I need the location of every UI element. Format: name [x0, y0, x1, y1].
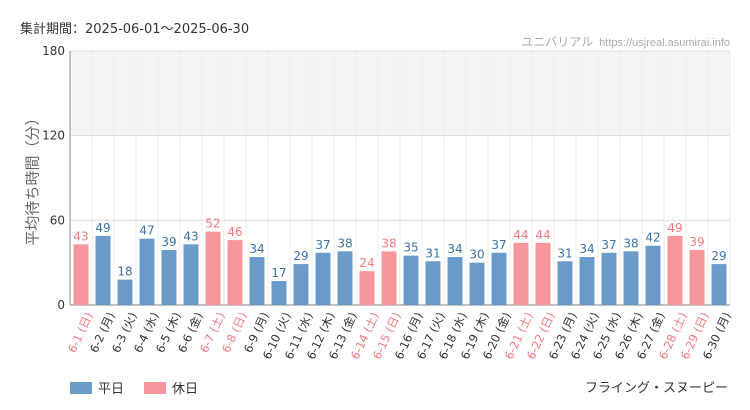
bar-20	[491, 252, 507, 305]
value-label-13: 38	[337, 236, 352, 250]
bar-6	[183, 244, 199, 305]
x-tick-labels: 6-1 (日)6-2 (月)6-3 (火)6-4 (水)6-5 (木)6-6 (…	[65, 310, 734, 361]
legend-weekday-label: 平日	[98, 382, 125, 397]
value-label-14: 24	[359, 256, 374, 270]
value-label-10: 17	[271, 266, 286, 280]
value-label-8: 46	[227, 225, 242, 239]
bars	[73, 231, 727, 305]
bar-13	[337, 251, 353, 305]
bar-12	[315, 252, 331, 305]
bar-29	[689, 249, 705, 305]
value-label-29: 39	[689, 235, 704, 249]
y-tick-label-0: 0	[57, 298, 65, 312]
bar-27	[645, 245, 661, 305]
ride-name: フライング・スヌーピー	[584, 381, 728, 396]
value-label-23: 31	[557, 246, 572, 260]
bar-16	[403, 255, 419, 305]
legend-weekday-swatch	[70, 381, 92, 394]
legend: 平日 休日	[70, 378, 218, 397]
value-label-9: 34	[249, 242, 264, 256]
bar-7	[205, 231, 221, 305]
bar-9	[249, 257, 265, 305]
bar-14	[359, 271, 375, 305]
bar-23	[557, 261, 573, 305]
value-label-5: 39	[161, 235, 176, 249]
bar-11	[293, 264, 309, 305]
bar-18	[447, 257, 463, 305]
value-label-4: 47	[139, 224, 154, 238]
value-label-30: 29	[711, 249, 726, 263]
y-tick-labels: 0 60 120 180	[42, 44, 65, 312]
legend-holiday[interactable]: 休日	[144, 378, 198, 397]
value-label-7: 52	[205, 217, 220, 231]
bar-25	[601, 252, 617, 305]
value-label-22: 44	[535, 228, 550, 242]
bar-15	[381, 251, 397, 305]
attribution-site[interactable]: https://usjreal.asumirai.info	[599, 37, 730, 49]
value-label-3: 18	[117, 265, 132, 279]
y-tick-label-60: 60	[50, 213, 65, 227]
value-label-2: 49	[95, 221, 110, 235]
y-tick-label-180: 180	[42, 44, 65, 58]
value-label-27: 42	[645, 231, 660, 245]
attribution-name: ユニバリアル	[521, 35, 594, 49]
bar-3	[117, 279, 133, 305]
value-label-24: 34	[579, 242, 594, 256]
bar-17	[425, 261, 441, 305]
value-label-19: 30	[469, 248, 484, 262]
attribution[interactable]: ユニバリアル https://usjreal.asumirai.info	[521, 33, 730, 50]
bar-24	[579, 257, 595, 305]
grid-lines	[69, 50, 731, 306]
value-label-16: 35	[403, 241, 418, 255]
legend-weekday[interactable]: 平日	[70, 378, 124, 397]
value-label-18: 34	[447, 242, 462, 256]
value-label-17: 31	[425, 246, 440, 260]
value-label-28: 49	[667, 221, 682, 235]
bar-19	[469, 262, 485, 305]
bar-2	[95, 235, 111, 305]
value-label-11: 29	[293, 249, 308, 263]
bar-4	[139, 238, 155, 305]
period-label: 集計期間：2025-06-01〜2025-06-30	[20, 22, 250, 37]
value-label-1: 43	[73, 229, 88, 243]
bar-1	[73, 244, 89, 305]
bar-26	[623, 251, 639, 305]
bar-10	[271, 281, 287, 305]
value-label-21: 44	[513, 228, 528, 242]
legend-holiday-swatch	[144, 381, 167, 394]
bar-22	[535, 242, 551, 305]
bar-8	[227, 240, 243, 305]
bar-30	[711, 264, 727, 305]
value-label-25: 37	[601, 238, 616, 252]
value-labels: 43 49 18 47 39 43 52 46 34 17 29 37 38 24 38 35 31 34 30 37…	[73, 217, 726, 280]
bar-21	[513, 242, 529, 305]
value-label-15: 38	[381, 236, 396, 250]
bar-28	[667, 235, 683, 305]
value-label-20: 37	[491, 238, 506, 252]
value-label-6: 43	[183, 229, 198, 243]
value-label-26: 38	[623, 236, 638, 250]
bar-5	[161, 249, 177, 305]
legend-holiday-label: 休日	[172, 382, 199, 397]
y-tick-label-120: 120	[42, 129, 65, 143]
value-label-12: 37	[315, 238, 330, 252]
